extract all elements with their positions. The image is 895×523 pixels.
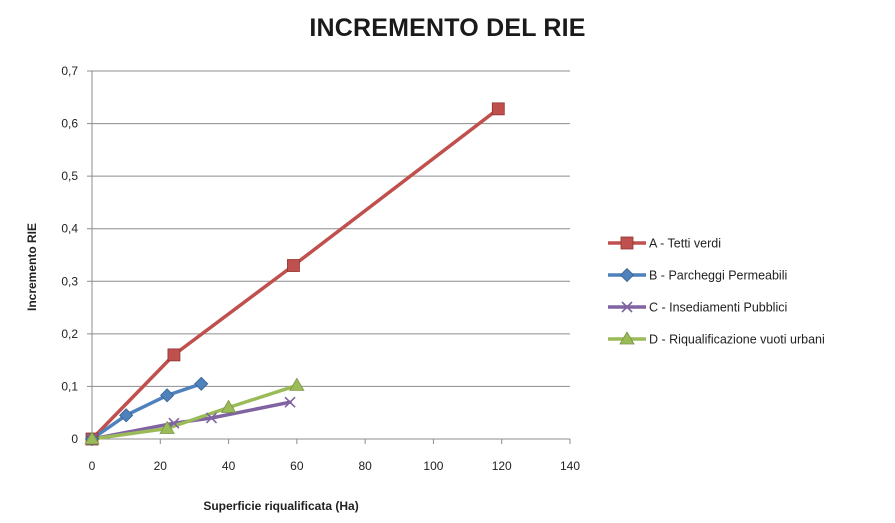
series-0-point-3 — [491, 102, 505, 116]
series-1-point-3 — [194, 376, 209, 391]
y-tick-label-0: 0 — [71, 432, 78, 446]
legend-marker-3 — [619, 331, 635, 345]
y-axis-label: Incremento RIE — [25, 223, 39, 311]
series-1-point-2 — [160, 388, 175, 403]
series-2-point-1 — [168, 417, 180, 429]
x-tick-label-0: 0 — [89, 459, 96, 473]
legend-marker-1 — [619, 267, 635, 283]
x-tick-label-5: 100 — [423, 459, 443, 473]
x-tick-label-3: 60 — [290, 459, 304, 473]
x-tick-label-6: 120 — [492, 459, 512, 473]
y-tick-label-7: 0,7 — [61, 64, 78, 78]
x-tick-label-2: 40 — [222, 459, 236, 473]
legend-label-1: B - Parcheggi Permeabili — [649, 269, 787, 283]
x-tick-label-1: 20 — [154, 459, 168, 473]
series-2-point-3 — [284, 396, 296, 408]
x-axis-label: Superficie riqualificata (Ha) — [203, 499, 358, 513]
y-tick-label-1: 0,1 — [61, 379, 78, 393]
legend-marker-0 — [620, 236, 634, 250]
series-0-point-2 — [287, 259, 300, 272]
series-line-0 — [90, 107, 501, 441]
y-tick-label-6: 0,6 — [61, 117, 78, 131]
series-3-point-2 — [220, 399, 237, 413]
x-tick-label-7: 140 — [560, 459, 580, 473]
y-tick-label-5: 0,5 — [61, 169, 78, 183]
x-tick-label-4: 80 — [358, 459, 372, 473]
series-3-point-3 — [289, 377, 305, 391]
series-0-point-1 — [167, 348, 181, 362]
y-tick-label-3: 0,3 — [61, 274, 78, 288]
series-3-point-0 — [84, 431, 100, 445]
series-line-3 — [90, 383, 299, 441]
legend-label-0: A - Tetti verdi — [649, 237, 721, 251]
legend-label-2: C - Insediamenti Pubblici — [649, 301, 787, 315]
legend-marker-2 — [621, 301, 633, 313]
legend-label-3: D - Riqualificazione vuoti urbani — [649, 333, 825, 347]
series-line-1 — [90, 382, 204, 441]
y-tick-label-2: 0,2 — [61, 327, 78, 341]
series-3-point-1 — [159, 420, 175, 434]
chart-title: INCREMENTO DEL RIE — [309, 14, 586, 42]
series-1-point-1 — [119, 408, 134, 423]
series-2-point-2 — [205, 412, 218, 424]
y-tick-label-4: 0,4 — [61, 222, 78, 236]
